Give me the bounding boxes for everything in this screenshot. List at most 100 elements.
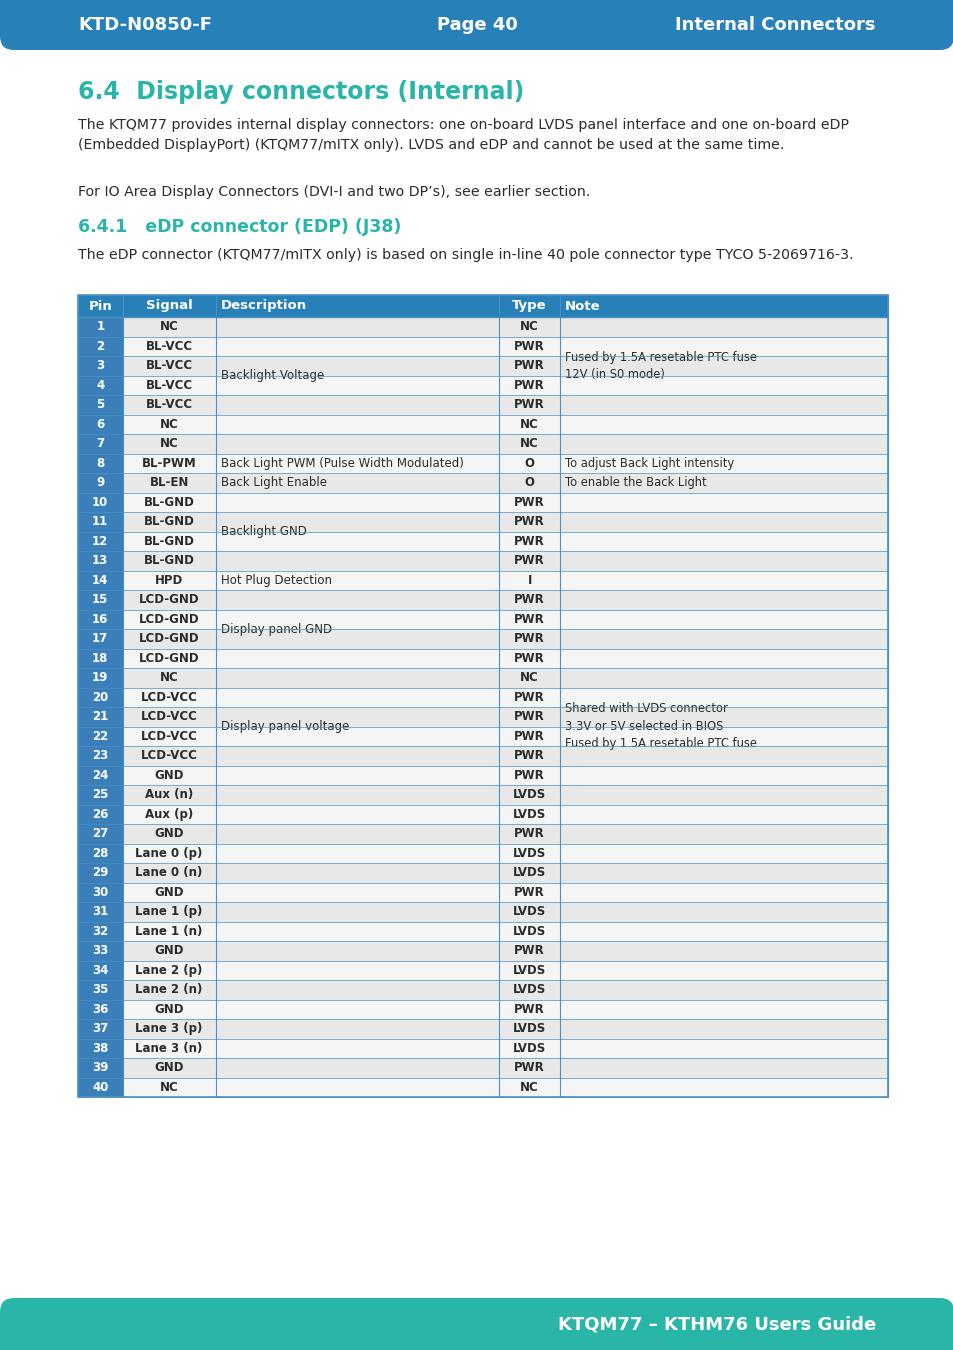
Bar — [78, 960, 122, 980]
Text: PWR: PWR — [514, 632, 544, 645]
Bar — [78, 941, 887, 960]
Text: 18: 18 — [92, 652, 109, 664]
Text: Note: Note — [564, 300, 600, 312]
Text: PWR: PWR — [514, 886, 544, 899]
Text: 39: 39 — [92, 1061, 109, 1075]
Text: 14: 14 — [92, 574, 109, 587]
Text: 19: 19 — [92, 671, 109, 684]
Text: Lane 0 (n): Lane 0 (n) — [135, 867, 203, 879]
Bar — [78, 824, 122, 844]
Text: GND: GND — [154, 828, 184, 840]
Bar — [78, 296, 887, 317]
Bar — [78, 590, 887, 609]
Text: GND: GND — [154, 1003, 184, 1015]
Text: BL-GND: BL-GND — [144, 516, 194, 528]
Bar — [78, 609, 887, 629]
Text: 22: 22 — [92, 730, 109, 742]
Text: 11: 11 — [92, 516, 109, 528]
Text: O: O — [524, 456, 534, 470]
Text: 7: 7 — [96, 437, 104, 451]
Text: PWR: PWR — [514, 944, 544, 957]
Text: Lane 0 (p): Lane 0 (p) — [135, 846, 203, 860]
Text: PWR: PWR — [514, 398, 544, 412]
Bar — [78, 493, 887, 512]
Text: LVDS: LVDS — [513, 846, 546, 860]
Text: LVDS: LVDS — [513, 788, 546, 802]
Text: 35: 35 — [92, 983, 109, 996]
Text: 31: 31 — [92, 906, 109, 918]
Text: LCD-VCC: LCD-VCC — [140, 691, 197, 703]
Bar — [78, 571, 887, 590]
Bar — [78, 336, 122, 356]
Text: 6.4.1   eDP connector (EDP) (J38): 6.4.1 eDP connector (EDP) (J38) — [78, 217, 401, 236]
Text: 36: 36 — [92, 1003, 109, 1015]
Bar — [78, 747, 122, 765]
Text: PWR: PWR — [514, 710, 544, 724]
Text: LCD-GND: LCD-GND — [139, 652, 199, 664]
Bar — [78, 999, 122, 1019]
FancyBboxPatch shape — [0, 0, 953, 50]
Text: LVDS: LVDS — [513, 867, 546, 879]
Text: 26: 26 — [92, 807, 109, 821]
Text: LCD-GND: LCD-GND — [139, 613, 199, 626]
Bar — [78, 356, 122, 375]
Text: BL-GND: BL-GND — [144, 495, 194, 509]
Bar — [78, 863, 887, 883]
Text: 8: 8 — [96, 456, 104, 470]
Bar — [78, 1058, 887, 1077]
Bar — [78, 375, 887, 396]
Text: 20: 20 — [92, 691, 109, 703]
Text: Display panel GND: Display panel GND — [220, 622, 332, 636]
Text: 34: 34 — [92, 964, 109, 977]
Text: Backlight Voltage: Backlight Voltage — [220, 369, 324, 382]
Text: 25: 25 — [92, 788, 109, 802]
Text: 2: 2 — [96, 340, 104, 352]
Bar — [78, 629, 122, 648]
Bar — [78, 648, 887, 668]
Text: PWR: PWR — [514, 1003, 544, 1015]
Text: 12: 12 — [92, 535, 109, 548]
Text: 40: 40 — [92, 1081, 109, 1094]
Text: 6: 6 — [96, 417, 104, 431]
Bar — [78, 784, 887, 805]
Text: Page 40: Page 40 — [436, 16, 517, 34]
Bar — [78, 532, 122, 551]
Text: NC: NC — [519, 417, 538, 431]
Text: Backlight GND: Backlight GND — [220, 525, 306, 539]
Bar — [78, 551, 887, 571]
Bar — [78, 512, 887, 532]
Bar — [78, 863, 122, 883]
Text: PWR: PWR — [514, 749, 544, 763]
Bar — [78, 883, 122, 902]
Text: NC: NC — [159, 1081, 178, 1094]
Bar — [78, 922, 887, 941]
Bar — [78, 1019, 122, 1038]
Text: 9: 9 — [96, 477, 104, 489]
Text: BL-EN: BL-EN — [150, 477, 189, 489]
Bar — [78, 824, 887, 844]
Text: NC: NC — [159, 671, 178, 684]
Bar — [78, 396, 122, 414]
Bar — [78, 922, 122, 941]
Text: PWR: PWR — [514, 691, 544, 703]
Text: LVDS: LVDS — [513, 964, 546, 977]
Bar — [78, 883, 887, 902]
Bar — [78, 687, 887, 707]
Text: 27: 27 — [92, 828, 109, 840]
Bar — [78, 765, 887, 784]
Text: KTQM77 – KTHM76 Users Guide: KTQM77 – KTHM76 Users Guide — [558, 1315, 875, 1332]
Text: Lane 3 (p): Lane 3 (p) — [135, 1022, 203, 1035]
Bar — [78, 512, 122, 532]
Text: Lane 1 (p): Lane 1 (p) — [135, 906, 203, 918]
Text: 6.4  Display connectors (Internal): 6.4 Display connectors (Internal) — [78, 80, 524, 104]
Text: I: I — [527, 574, 531, 587]
Bar — [78, 356, 887, 375]
Text: Lane 2 (n): Lane 2 (n) — [135, 983, 203, 996]
Text: 10: 10 — [92, 495, 109, 509]
Text: KTD-N0850-F: KTD-N0850-F — [78, 16, 212, 34]
Text: PWR: PWR — [514, 555, 544, 567]
Bar — [78, 317, 122, 336]
Bar — [78, 805, 887, 823]
Bar — [78, 726, 887, 747]
FancyBboxPatch shape — [0, 1297, 953, 1350]
